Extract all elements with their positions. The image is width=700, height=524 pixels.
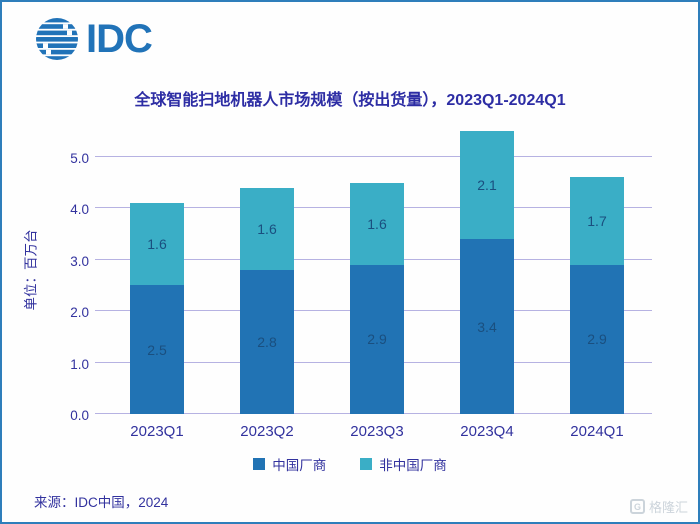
legend-item: 非中国厂商 <box>360 454 447 474</box>
legend-label: 中国厂商 <box>272 458 327 473</box>
bar-column: 2.8 1.6 2023Q2 <box>212 126 322 440</box>
y-tick-label: 4.0 <box>70 202 89 218</box>
bar-segment: 1.6 <box>350 182 404 265</box>
watermark: G 格隆汇 <box>629 497 688 516</box>
gridline <box>102 155 652 157</box>
chart-legend: 中国厂商 非中国厂商 <box>2 454 698 474</box>
y-tick-label: 2.0 <box>70 305 89 321</box>
y-axis-unit-text: 单位：百万台 <box>23 229 38 311</box>
gelonghui-logo-icon: G <box>629 499 645 514</box>
bar-segment: 1.6 <box>240 187 294 270</box>
idc-logo-text: IDC <box>86 17 153 61</box>
x-tick-label: 2023Q3 <box>350 423 404 440</box>
y-tick-mark <box>95 413 102 414</box>
plot-area: 0.0 1.0 2.0 3.0 4.0 5.0 2.5 1.6 2023Q1 2.8 1.6 2023… <box>70 126 652 440</box>
bar-column: 2.5 1.6 2023Q1 <box>102 126 212 440</box>
chart-title: 全球智能扫地机器人市场规模（按出货量），2023Q1-2024Q1 <box>134 92 566 109</box>
bar-value-label: 2.8 <box>257 334 277 350</box>
y-tick-label: 1.0 <box>70 356 89 372</box>
bar-column: 3.4 2.1 2023Q4 <box>432 126 542 440</box>
x-tick-label: 2023Q4 <box>460 423 514 440</box>
bar-value-label: 1.6 <box>257 220 277 237</box>
bar-value-label: 1.6 <box>367 215 387 232</box>
bar-value-label: 2.5 <box>147 341 167 358</box>
bar-value-label: 2.9 <box>367 331 387 348</box>
bar-value-label: 2.9 <box>587 331 607 348</box>
y-tick-label: 3.0 <box>70 253 89 269</box>
y-tick-label: 5.0 <box>70 150 89 166</box>
bar-value-label: 3.4 <box>477 318 497 335</box>
legend-swatch <box>253 458 266 470</box>
bar-segment: 3.4 <box>460 239 514 414</box>
bar-column: 2.9 1.7 2024Q1 <box>542 126 652 440</box>
idc-globe-icon <box>36 18 78 60</box>
y-tick-mark <box>95 258 102 260</box>
y-tick-mark <box>95 310 102 312</box>
bar-value-label: 1.6 <box>147 236 167 253</box>
bar-segment: 2.9 <box>570 264 624 414</box>
bar-segment: 2.8 <box>240 270 294 414</box>
x-tick-label: 2023Q2 <box>240 423 294 440</box>
bar-segment: 2.5 <box>130 285 184 414</box>
watermark-text: 格隆汇 <box>648 500 688 515</box>
bar-value-label: 1.7 <box>587 213 607 230</box>
y-tick-mark <box>95 361 102 363</box>
idc-logo: IDC <box>34 16 153 62</box>
legend-label: 非中国厂商 <box>379 458 447 473</box>
bar-segment: 2.9 <box>350 264 404 414</box>
y-tick-label: 0.0 <box>70 408 89 423</box>
legend-item: 中国厂商 <box>253 454 326 474</box>
x-tick-label: 2024Q1 <box>570 423 624 440</box>
bar-column: 2.9 1.6 2023Q3 <box>322 126 432 440</box>
source-note: 来源：IDC中国，2024 <box>34 495 169 510</box>
bar-segment: 1.7 <box>570 177 624 265</box>
x-tick-label: 2023Q1 <box>130 423 184 440</box>
bar-value-label: 2.1 <box>477 177 497 194</box>
bar-segment: 2.1 <box>460 131 514 240</box>
bar-segment: 1.6 <box>130 203 184 286</box>
y-tick-mark <box>95 207 102 209</box>
y-tick-mark <box>95 155 102 157</box>
legend-swatch <box>360 458 373 470</box>
